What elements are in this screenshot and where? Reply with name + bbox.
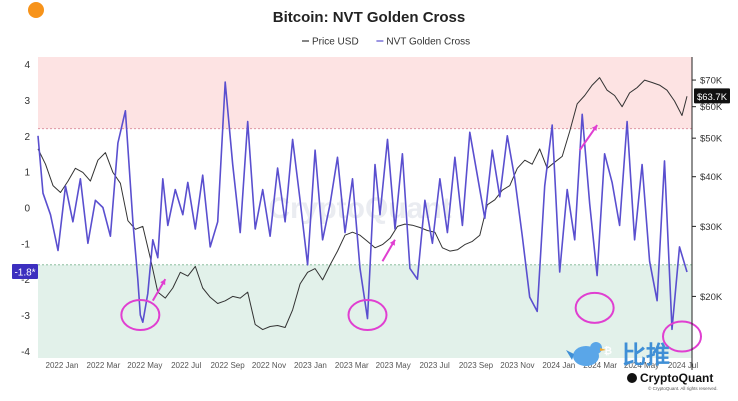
- current-price-marker: $63.7K: [694, 88, 730, 104]
- cryptoquant-logo-icon: [627, 373, 637, 383]
- left-tick-label: -1: [21, 239, 30, 250]
- right-tick-label: $30K: [700, 222, 723, 233]
- left-tick-label: 3: [24, 96, 30, 107]
- chart-title: Bitcoin: NVT Golden Cross: [273, 9, 466, 26]
- bird-head: [590, 342, 602, 354]
- price-usd-line: [37, 77, 688, 331]
- rights-text: © CryptoQuant. All rights reserved.: [648, 385, 718, 391]
- axes: 4 3 2 1 0 -1 -2 -3 -4 $70K $60K $50K $40K $30K $20K 202…: [12, 57, 730, 370]
- cjk-brand-text: 比推: [622, 341, 670, 369]
- upper-zone: [38, 57, 692, 129]
- x-tick-label: 2022 Mar: [87, 361, 121, 370]
- x-tick-label: 2024 Mar: [583, 361, 617, 370]
- nvt-golden-cross-line: [37, 81, 688, 331]
- x-tick-label: 2023 Jul: [419, 361, 449, 370]
- left-tick-label: 2: [24, 132, 30, 143]
- current-price-badge: [694, 88, 730, 104]
- annotations: [120, 124, 703, 353]
- highlight-arrow-head: [389, 239, 395, 246]
- left-tick-label: 0: [24, 204, 30, 215]
- x-tick-label: 2024 Jan: [542, 361, 575, 370]
- x-tick-label: 2023 Sep: [459, 361, 494, 370]
- current-nvt-marker: -1.8*: [12, 264, 38, 279]
- right-tick-label: $20K: [700, 292, 723, 303]
- x-tick-label: 2022 Nov: [252, 361, 286, 370]
- nvt-golden-cross-series: [37, 81, 688, 331]
- threshold-zones: [38, 57, 692, 358]
- highlight-arrow-head: [591, 125, 598, 132]
- highlight-circle: [347, 299, 388, 331]
- right-tick-label: $50K: [700, 134, 723, 145]
- x-tick-label: 2023 Mar: [335, 361, 369, 370]
- bitcoin-coin-icon: [28, 2, 44, 18]
- x-tick-label: 2023 Nov: [500, 361, 534, 370]
- right-tick-label: $70K: [700, 76, 723, 87]
- legend: Price USD NVT Golden Cross: [302, 37, 470, 48]
- current-nvt-label: -1.8*: [14, 268, 35, 279]
- x-tick-label: 2023 Jan: [294, 361, 327, 370]
- legend-label: NVT Golden Cross: [386, 37, 470, 48]
- left-tick-label: -2: [21, 275, 30, 286]
- x-tick-label: 2022 Jul: [171, 361, 201, 370]
- highlight-circle: [574, 291, 615, 324]
- price-usd-series: [37, 77, 688, 331]
- x-tick-label: 2022 May: [127, 361, 162, 370]
- right-tick-label: $40K: [700, 172, 723, 183]
- watermark-text: CryptoQuant: [268, 192, 451, 225]
- bird-logo-icon: [566, 342, 606, 366]
- bird-tail: [566, 350, 574, 360]
- current-nvt-badge: [12, 264, 38, 279]
- x-tick-label: 2022 Jan: [46, 361, 79, 370]
- cryptoquant-logo-text: CryptoQuant: [640, 371, 713, 385]
- bitcoin-symbol: ₿: [604, 345, 612, 357]
- highlight-circle: [662, 320, 703, 353]
- x-tick-label: 2022 Sep: [210, 361, 245, 370]
- left-tick-label: 4: [24, 60, 30, 71]
- lower-zone: [38, 264, 692, 358]
- x-tick-label: 2023 May: [376, 361, 411, 370]
- right-tick-label: $60K: [700, 102, 723, 113]
- legend-label: Price USD: [312, 37, 359, 48]
- left-tick-label: 1: [24, 168, 30, 179]
- current-price-label: $63.7K: [697, 92, 728, 103]
- left-tick-label: -3: [21, 311, 30, 322]
- highlight-arrow-head: [160, 279, 166, 286]
- left-tick-label: -4: [21, 347, 30, 358]
- highlight-circle: [120, 299, 161, 331]
- x-tick-label: 2024 Jul: [668, 361, 698, 370]
- bird-beak: [600, 348, 606, 351]
- x-tick-label: 2024 May: [624, 361, 659, 370]
